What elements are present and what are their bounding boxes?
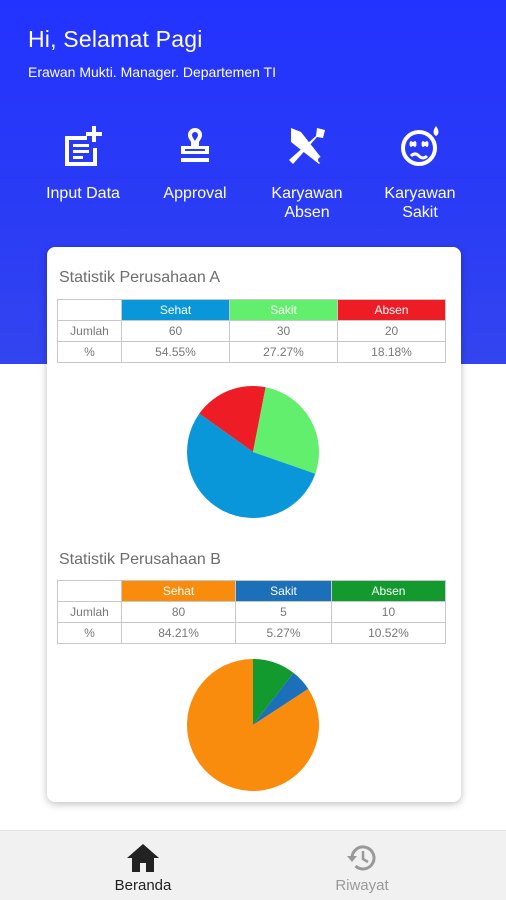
sick-face-icon — [401, 126, 439, 166]
pie-slice-sakit — [253, 387, 319, 474]
col-header-sakit: Sakit — [235, 580, 332, 602]
col-header-absen: Absen — [337, 299, 446, 321]
col-header-absen: Absen — [330, 580, 447, 602]
cell-count-sehat: 60 — [121, 320, 230, 342]
stamp-icon — [181, 128, 209, 162]
nav-beranda[interactable]: Beranda — [73, 841, 213, 894]
menu-input-data[interactable]: Input Data — [27, 122, 139, 203]
table-row: Jumlah 80 5 10 — [57, 601, 447, 623]
cell-percent-sehat: 54.55% — [121, 341, 230, 363]
pie-chart-b — [187, 659, 319, 791]
cell-percent-sehat: 84.21% — [120, 622, 237, 644]
menu-karyawan-absen[interactable]: Karyawan Absen — [251, 122, 363, 222]
bottom-navigation: Beranda Riwayat — [0, 830, 506, 900]
menu-approval[interactable]: Approval — [139, 122, 251, 203]
menu-input-data-label: Input Data — [46, 185, 120, 202]
row-label-percent: % — [57, 622, 122, 644]
row-label-jumlah: Jumlah — [57, 601, 122, 623]
table-row: Jumlah 60 30 20 — [57, 320, 446, 342]
pie-slice-absen — [253, 659, 294, 725]
nav-riwayat[interactable]: Riwayat — [292, 841, 432, 894]
stat-title-b: Statistik Perusahaan B — [59, 551, 221, 568]
pie-slice-sehat — [187, 413, 316, 518]
row-label-percent: % — [57, 341, 122, 363]
cell-count-absen: 20 — [337, 320, 446, 342]
menu-karyawan-sakit-label: Karyawan Sakit — [384, 185, 456, 221]
cell-percent-sakit: 27.27% — [229, 341, 338, 363]
history-icon — [347, 845, 376, 871]
nav-beranda-label: Beranda — [114, 877, 172, 894]
row-label-jumlah: Jumlah — [57, 320, 122, 342]
cell-percent-sakit: 5.27% — [235, 622, 332, 644]
cell-percent-absen: 10.52% — [330, 622, 447, 644]
cell-percent-absen: 18.18% — [337, 341, 446, 363]
pie-slice-absen — [199, 386, 266, 452]
quick-menu: Input Data Approval Karyawan Absen — [0, 122, 506, 232]
add-note-icon — [65, 126, 102, 166]
table-row: % 84.21% 5.27% 10.52% — [57, 622, 447, 644]
cell-count-sakit: 5 — [235, 601, 332, 623]
user-subtitle: Erawan Mukti. Manager. Departemen TI — [28, 64, 276, 80]
col-header-sakit: Sakit — [229, 299, 338, 321]
stat-table-b: Sehat Sakit Absen Jumlah 80 5 10 % 84.21… — [57, 580, 447, 644]
home-icon — [127, 844, 159, 872]
greeting-title: Hi, Selamat Pagi — [28, 26, 203, 52]
table-corner — [57, 580, 122, 602]
stat-title-a: Statistik Perusahaan A — [59, 269, 220, 286]
table-row: % 54.55% 27.27% 18.18% — [57, 341, 446, 363]
table-corner — [57, 299, 122, 321]
pie-slice-sakit — [253, 672, 309, 725]
pie-slice-sehat — [187, 659, 319, 791]
menu-karyawan-sakit[interactable]: Karyawan Sakit — [364, 122, 476, 222]
statistics-card: Statistik Perusahaan A Sehat Sakit Absen… — [47, 247, 461, 802]
pie-chart-a — [187, 386, 319, 518]
col-header-sehat: Sehat — [121, 299, 230, 321]
menu-karyawan-absen-label: Karyawan Absen — [271, 185, 343, 221]
stat-table-a: Sehat Sakit Absen Jumlah 60 30 20 % 54.5… — [57, 299, 446, 363]
menu-approval-label: Approval — [163, 185, 227, 202]
cell-count-absen: 10 — [330, 601, 447, 623]
col-header-sehat: Sehat — [120, 580, 237, 602]
nav-riwayat-label: Riwayat — [335, 877, 389, 894]
cell-count-sakit: 30 — [229, 320, 338, 342]
cell-count-sehat: 80 — [120, 601, 237, 623]
absent-tools-icon — [289, 128, 325, 164]
